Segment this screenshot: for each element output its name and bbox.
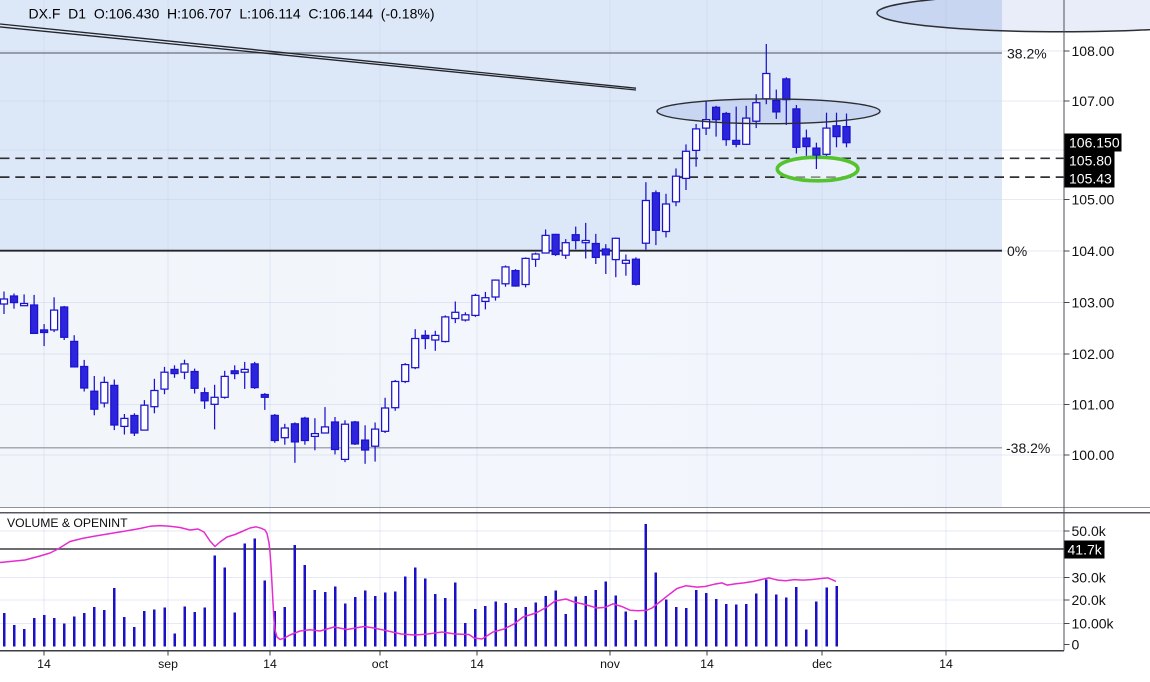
svg-text:14: 14 xyxy=(470,657,484,671)
svg-text:0%: 0% xyxy=(1007,243,1027,259)
svg-text:41.7k: 41.7k xyxy=(1068,542,1103,558)
svg-text:105.80: 105.80 xyxy=(1069,152,1112,168)
svg-text:103.00: 103.00 xyxy=(1072,295,1115,311)
svg-text:14: 14 xyxy=(700,657,714,671)
svg-text:10.00k: 10.00k xyxy=(1072,615,1115,631)
svg-text:105.00: 105.00 xyxy=(1072,192,1115,208)
svg-text:dec: dec xyxy=(812,657,832,671)
svg-text:-38.2%: -38.2% xyxy=(1006,440,1050,456)
svg-text:106.150: 106.150 xyxy=(1069,134,1120,150)
svg-text:107.00: 107.00 xyxy=(1072,93,1115,109)
svg-text:oct: oct xyxy=(372,657,389,671)
svg-text:20.0k: 20.0k xyxy=(1072,592,1107,608)
svg-text:100.00: 100.00 xyxy=(1072,447,1115,463)
svg-text:sep: sep xyxy=(158,657,178,671)
svg-text:102.00: 102.00 xyxy=(1072,346,1115,362)
svg-text:14: 14 xyxy=(263,657,277,671)
svg-text:14: 14 xyxy=(37,657,51,671)
svg-text:105.43: 105.43 xyxy=(1069,170,1112,186)
svg-text:50.0k: 50.0k xyxy=(1072,523,1107,539)
svg-text:101.00: 101.00 xyxy=(1072,397,1115,413)
svg-text:VOLUME & OPENINT: VOLUME & OPENINT xyxy=(7,516,128,530)
svg-text:DX.F D1 O:106.430 H:106.707: DX.F D1 O:106.430 H:106.707 L:106.114 C:… xyxy=(29,6,435,22)
svg-text:14: 14 xyxy=(939,657,953,671)
svg-text:30.0k: 30.0k xyxy=(1072,570,1107,586)
svg-text:104.00: 104.00 xyxy=(1072,243,1115,259)
svg-text:108.00: 108.00 xyxy=(1072,43,1115,59)
svg-text:0: 0 xyxy=(1072,637,1080,653)
svg-text:38.2%: 38.2% xyxy=(1007,46,1047,62)
svg-text:nov: nov xyxy=(600,657,621,671)
